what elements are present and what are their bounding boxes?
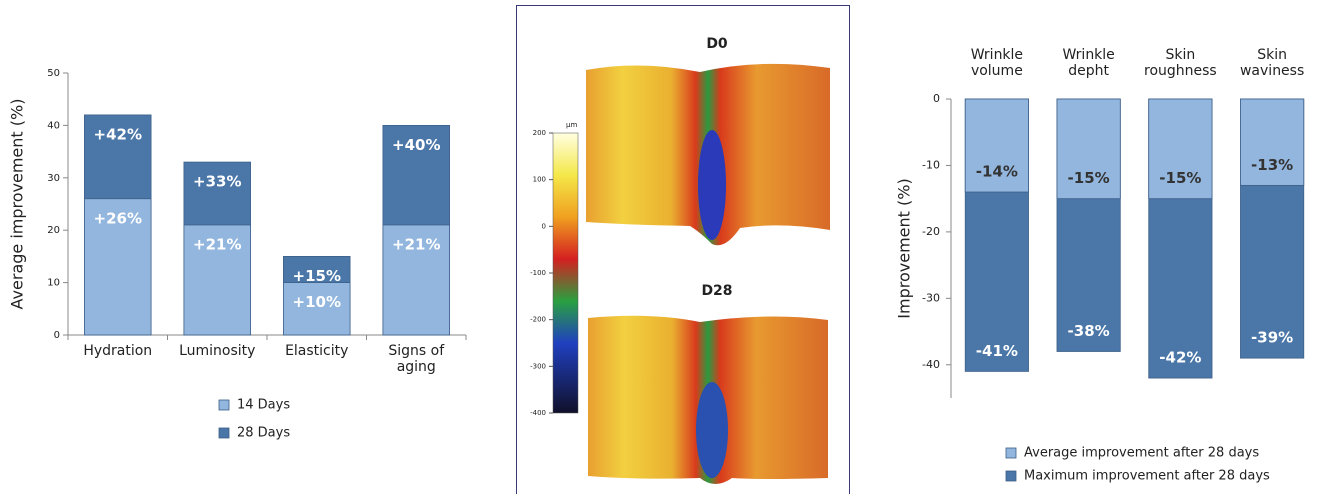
y-tick-label: 10 [47, 278, 60, 289]
y-axis-title: Improvement (%) [895, 178, 914, 318]
value-label: -39% [1251, 329, 1293, 347]
panel-label: D0 [706, 36, 728, 52]
y-tick-label: 30 [47, 173, 60, 184]
colorbar-tick-label: -300 [530, 362, 546, 370]
value-label: -15% [1068, 169, 1110, 187]
colorbar-tick-label: 200 [533, 129, 546, 137]
colorbar-tick-label: 100 [533, 176, 546, 184]
colorbar [553, 133, 578, 413]
value-label: +15% [293, 267, 341, 285]
x-tick-label: Signs of aging [376, 343, 456, 375]
x-tick-label: Wrinkle depht [1049, 47, 1129, 79]
legend-swatch [1006, 471, 1016, 481]
value-label: -42% [1159, 349, 1201, 367]
y-tick-label: -30 [922, 291, 940, 304]
value-label: +33% [193, 173, 241, 191]
y-tick-label: -20 [922, 225, 940, 238]
value-label: +26% [94, 209, 142, 227]
y-tick-label: 0 [54, 330, 60, 341]
legend-swatch [219, 400, 229, 410]
colorbar-unit: µm [566, 121, 577, 129]
value-label: -13% [1251, 156, 1293, 174]
colorbar-tick-label: -200 [530, 316, 546, 324]
colorbar-tick-label: -400 [530, 409, 546, 417]
value-label: +10% [293, 293, 341, 311]
x-tick-label: Hydration [78, 343, 158, 359]
y-tick-label: 20 [47, 225, 60, 236]
y-tick-label: -40 [922, 358, 940, 371]
legend-swatch [1006, 448, 1016, 458]
x-tick-label: Skin roughness [1140, 47, 1220, 79]
x-tick-label: Skin waviness [1232, 47, 1312, 79]
colorbar-tick-label: 0 [542, 222, 546, 230]
legend-label: 14 Days [237, 398, 290, 413]
value-label: +21% [193, 235, 241, 253]
y-tick-label: -10 [922, 158, 940, 171]
x-tick-label: Elasticity [277, 343, 357, 359]
page: D0 D28 µm 2001000-100-200-300-4000102030… [0, 0, 1322, 494]
value-label: -14% [976, 163, 1018, 181]
value-label: -41% [976, 342, 1018, 360]
value-label: +21% [392, 235, 440, 253]
legend-label: Average improvement after 28 days [1024, 446, 1259, 461]
value-label: -38% [1068, 322, 1110, 340]
value-label: +42% [94, 125, 142, 143]
value-label: +40% [392, 136, 440, 154]
heatmap-valley [698, 130, 726, 240]
x-tick-label: Luminosity [177, 343, 257, 359]
value-label: -15% [1159, 169, 1201, 187]
y-axis-title: Average improvement (%) [8, 99, 27, 310]
legend-label: Maximum improvement after 28 days [1024, 469, 1270, 484]
legend-swatch [219, 428, 229, 438]
panel-label: D28 [701, 283, 732, 299]
x-tick-label: Wrinkle volume [957, 47, 1037, 79]
legend-label: 28 Days [237, 426, 290, 441]
y-tick-label: 0 [933, 92, 940, 105]
y-tick-label: 50 [47, 68, 60, 79]
y-tick-label: 40 [47, 120, 60, 131]
colorbar-tick-label: -100 [530, 269, 546, 277]
heatmap-valley [696, 382, 728, 478]
